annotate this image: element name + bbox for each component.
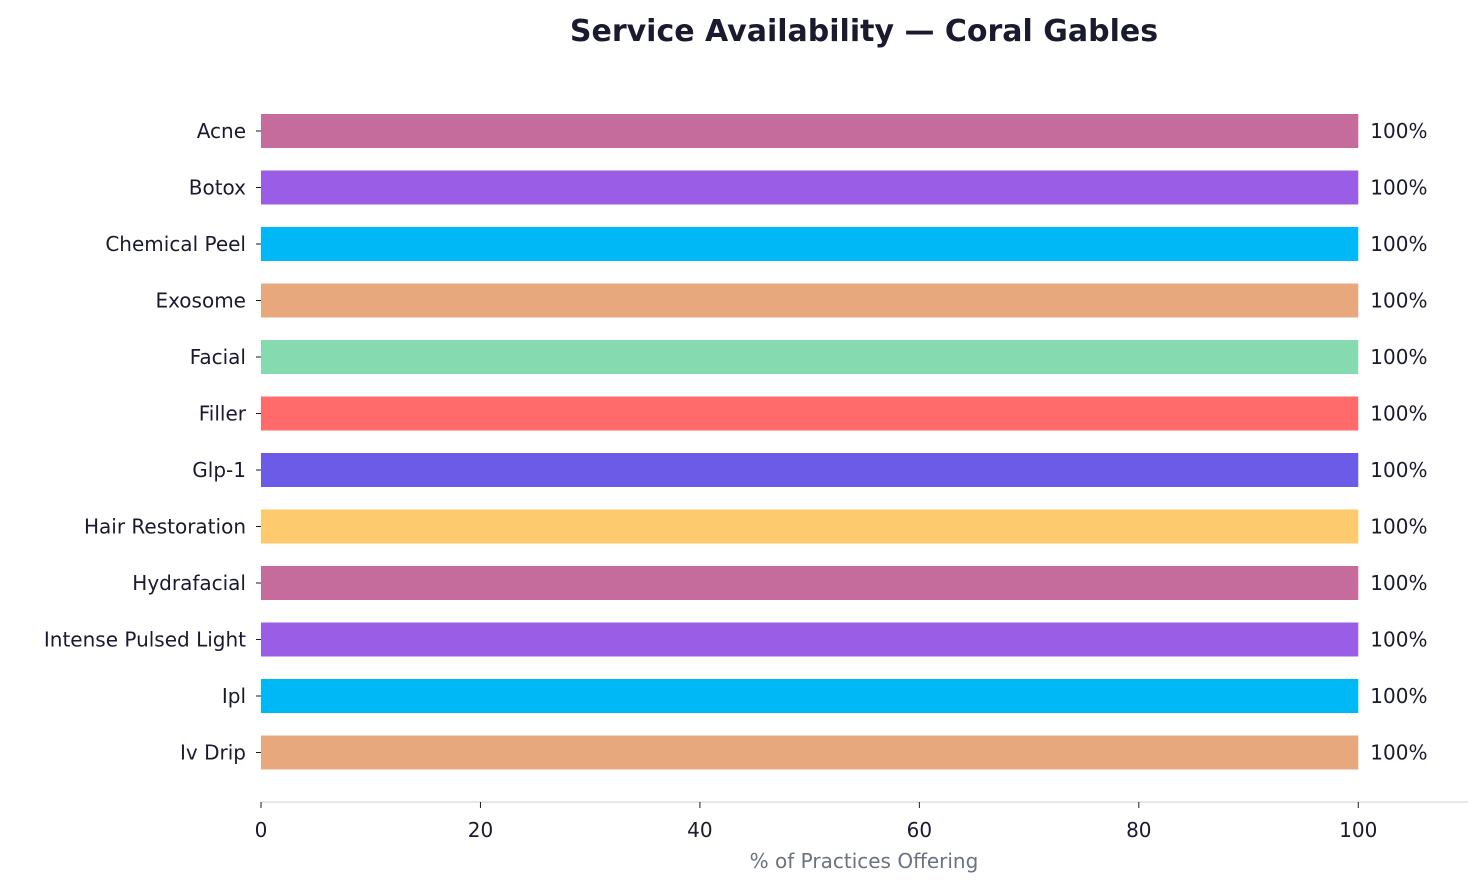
category-label: Acne bbox=[197, 119, 246, 143]
category-label: Filler bbox=[199, 402, 247, 426]
x-tick-label: 80 bbox=[1126, 818, 1151, 842]
data-label: 100% bbox=[1370, 402, 1427, 426]
bar-filler bbox=[261, 396, 1359, 431]
bar-hair-restoration bbox=[261, 509, 1359, 544]
category-label: Glp-1 bbox=[192, 458, 246, 482]
category-label: Facial bbox=[190, 345, 246, 369]
data-label: 100% bbox=[1370, 232, 1427, 256]
category-label: Botox bbox=[189, 176, 246, 200]
bar-exosome bbox=[261, 283, 1359, 318]
chart-title: Service Availability — Coral Gables bbox=[570, 14, 1158, 49]
bar-ipl bbox=[261, 679, 1359, 713]
data-label: 100% bbox=[1370, 628, 1427, 652]
category-label: Hair Restoration bbox=[84, 515, 246, 539]
x-tick-label: 20 bbox=[468, 818, 493, 842]
category-label: Ipl bbox=[222, 684, 246, 708]
category-label: Iv Drip bbox=[180, 741, 246, 765]
x-axis-label: % of Practices Offering bbox=[750, 849, 979, 873]
data-label: 100% bbox=[1370, 741, 1427, 765]
x-tick-label: 100 bbox=[1339, 818, 1377, 842]
data-label: 100% bbox=[1370, 345, 1427, 369]
x-ticks: 0 20 40 60 80 100 bbox=[255, 802, 1377, 842]
data-label: 100% bbox=[1370, 515, 1427, 539]
data-label: 100% bbox=[1370, 571, 1427, 595]
category-label: Hydrafacial bbox=[132, 571, 246, 595]
bar-botox bbox=[261, 170, 1359, 205]
bar-glp-1 bbox=[261, 453, 1359, 487]
bar-acne bbox=[261, 114, 1359, 148]
x-tick-label: 60 bbox=[907, 818, 932, 842]
bar-hydrafacial bbox=[261, 566, 1359, 600]
data-label: 100% bbox=[1370, 176, 1427, 200]
x-tick-label: 0 bbox=[255, 818, 268, 842]
category-label: Intense Pulsed Light bbox=[44, 628, 246, 652]
bar-chemical-peel bbox=[261, 227, 1359, 261]
x-tick-label: 40 bbox=[687, 818, 712, 842]
data-label: 100% bbox=[1370, 684, 1427, 708]
data-label: 100% bbox=[1370, 458, 1427, 482]
bar-facial bbox=[261, 340, 1359, 374]
data-label: 100% bbox=[1370, 289, 1427, 313]
data-label: 100% bbox=[1370, 119, 1427, 143]
bar-iv-drip bbox=[261, 735, 1359, 770]
bars-group: Acne 100% Botox 100% Chemical Peel 100% Exosom… bbox=[44, 114, 1427, 770]
category-label: Exosome bbox=[155, 289, 246, 313]
bar-intense-pulsed-light bbox=[261, 622, 1359, 657]
category-label: Chemical Peel bbox=[105, 232, 246, 256]
